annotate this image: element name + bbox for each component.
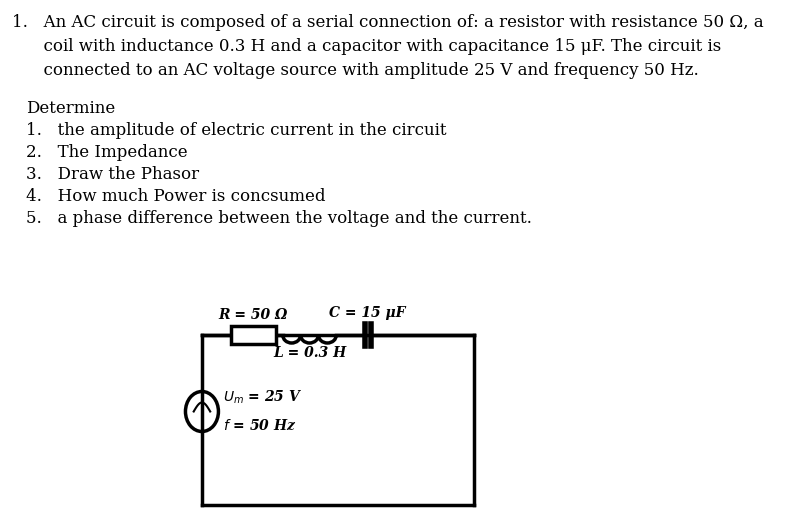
Text: $U_m$ = 25 V: $U_m$ = 25 V [224,388,303,406]
Text: C = 15 μF: C = 15 μF [330,306,406,320]
Text: $f$ = 50 Hz: $f$ = 50 Hz [224,418,297,432]
Text: R = 50 Ω: R = 50 Ω [219,308,288,322]
Text: L = 0.3 H: L = 0.3 H [273,346,346,360]
Text: 5.   a phase difference between the voltage and the current.: 5. a phase difference between the voltag… [26,210,533,227]
Text: connected to an AC voltage source with amplitude 25 V and frequency 50 Hz.: connected to an AC voltage source with a… [11,62,699,79]
Bar [231,326,276,344]
Text: 1.   An AC circuit is composed of a serial connection of: a resistor with resist: 1. An AC circuit is composed of a serial… [11,14,764,31]
Text: coil with inductance 0.3 H and a capacitor with capacitance 15 μF. The circuit i: coil with inductance 0.3 H and a capacit… [11,38,721,55]
Text: 3.   Draw the Phasor: 3. Draw the Phasor [26,166,200,183]
Text: Determine: Determine [26,100,115,117]
Text: 4.   How much Power is concsumed: 4. How much Power is concsumed [26,188,326,205]
Text: 2.   The Impedance: 2. The Impedance [26,144,188,161]
Text: 1.   the amplitude of electric current in the circuit: 1. the amplitude of electric current in … [26,122,447,139]
